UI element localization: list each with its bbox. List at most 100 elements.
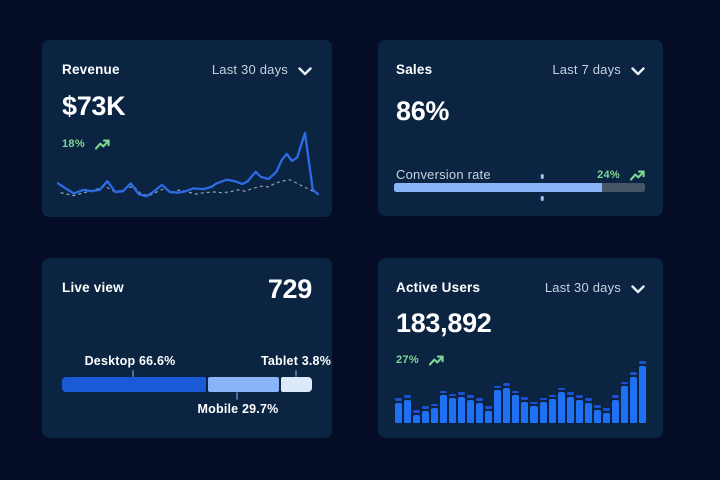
active-users-bar [521,397,529,423]
trending-up-icon [428,355,444,366]
sales-range-label: Last 7 days [552,62,621,77]
bar-cap [458,392,466,395]
device-segment-desktop [62,377,207,392]
bar-body [593,409,601,423]
active-users-bar [620,381,628,423]
bar-body [602,412,610,423]
sales-range-dropdown[interactable]: Last 7 days [552,62,645,78]
active-users-bar [503,383,511,423]
bar-cap [494,385,502,389]
bar-cap [512,390,520,394]
active-users-card-header: Active Users Last 30 days [396,280,645,296]
bar-body [404,399,412,423]
bar-cap [602,408,610,411]
active-users-bar [566,392,574,423]
desktop-label: Desktop 66.6% [84,354,176,368]
active-users-bar [593,405,601,423]
active-users-bar [557,387,565,423]
revenue-title: Revenue [62,62,120,77]
bar-body [431,408,439,423]
bar-body [476,402,484,423]
bar-cap [467,395,475,398]
bar-body [449,398,457,423]
active-users-bar [431,403,439,423]
bar-cap [413,410,421,413]
bar-cap [431,403,439,407]
bar-cap [530,401,538,405]
bar-cap [422,406,430,409]
active-users-bar [413,410,421,423]
bar-cap [521,397,529,400]
bar-body [611,399,619,423]
bar-cap [548,394,556,397]
bar-body [503,387,511,423]
active-users-value: 183,892 [396,308,492,338]
revenue-series-current [56,131,320,198]
bar-body [530,406,538,423]
bar-cap [620,381,628,384]
bar-body [512,395,520,423]
bar-cap [584,398,592,401]
bar-cap [476,398,484,401]
sales-card-header: Sales Last 7 days [396,62,645,78]
active-users-title: Active Users [396,280,481,295]
active-users-bar [404,395,412,423]
conversion-rate-row: Conversion rate 24% [396,167,645,182]
active-users-bar [638,361,646,423]
desktop-connector [132,370,134,377]
bar-cap [638,361,646,364]
bar-body [422,410,430,423]
active-users-range-label: Last 30 days [544,280,621,295]
revenue-delta-badge: 18% [62,138,312,150]
active-users-bar [539,397,547,423]
active-users-bar [494,385,502,423]
revenue-delta-value: 18% [62,138,85,150]
active-users-bar [467,395,475,423]
live-view-card: Live view 729 Desktop 66.6% Tablet 3.8% … [42,258,332,438]
active-users-bar [530,401,538,423]
live-view-title: Live view [62,280,124,295]
active-users-bar [575,395,583,423]
active-users-bar [548,394,556,423]
live-view-value: 729 [267,274,312,304]
active-users-range-dropdown[interactable]: Last 30 days [545,280,645,296]
revenue-value: $73K [62,91,126,121]
bar-body [629,376,637,423]
active-users-bar [440,390,448,423]
bar-cap [557,387,565,391]
chevron-down-icon [631,67,645,76]
active-users-bar [611,395,619,423]
active-users-card: Active Users Last 30 days 183,892 27% [378,258,663,438]
chevron-down-icon [298,67,312,76]
bar-body [584,402,592,423]
tablet-connector [295,370,297,377]
conversion-rate-label: Conversion rate [396,167,491,182]
bar-body [413,414,421,423]
active-users-delta-value: 27% [396,354,419,366]
progress-marker-bottom [540,196,544,201]
live-view-card-header: Live view 729 [62,274,312,304]
active-users-bar-chart [395,361,646,423]
revenue-range-dropdown[interactable]: Last 30 days [212,62,312,78]
active-users-bar [449,393,457,423]
revenue-card: Revenue Last 30 days $73K 18% [42,40,332,217]
sales-card: Sales Last 7 days 86% Conversion rate 24… [378,40,663,216]
revenue-card-header: Revenue Last 30 days [62,62,312,78]
bar-body [566,396,574,423]
chevron-down-icon [631,285,645,294]
conversion-progress-fill [394,183,603,192]
bar-body [440,395,448,423]
device-segment-tablet [281,377,312,392]
active-users-bar [584,398,592,423]
bar-cap [593,405,601,408]
device-breakdown-chart: Desktop 66.6% Tablet 3.8% Mobile 29.7% [62,354,331,418]
revenue-range-label: Last 30 days [211,62,288,77]
bar-cap [395,398,403,401]
bar-body [467,399,475,423]
bar-body [521,401,529,423]
revenue-line-chart [56,125,320,198]
active-users-bar [629,372,637,423]
bar-cap [629,372,637,375]
active-users-bar [476,398,484,423]
bar-body [557,392,565,423]
